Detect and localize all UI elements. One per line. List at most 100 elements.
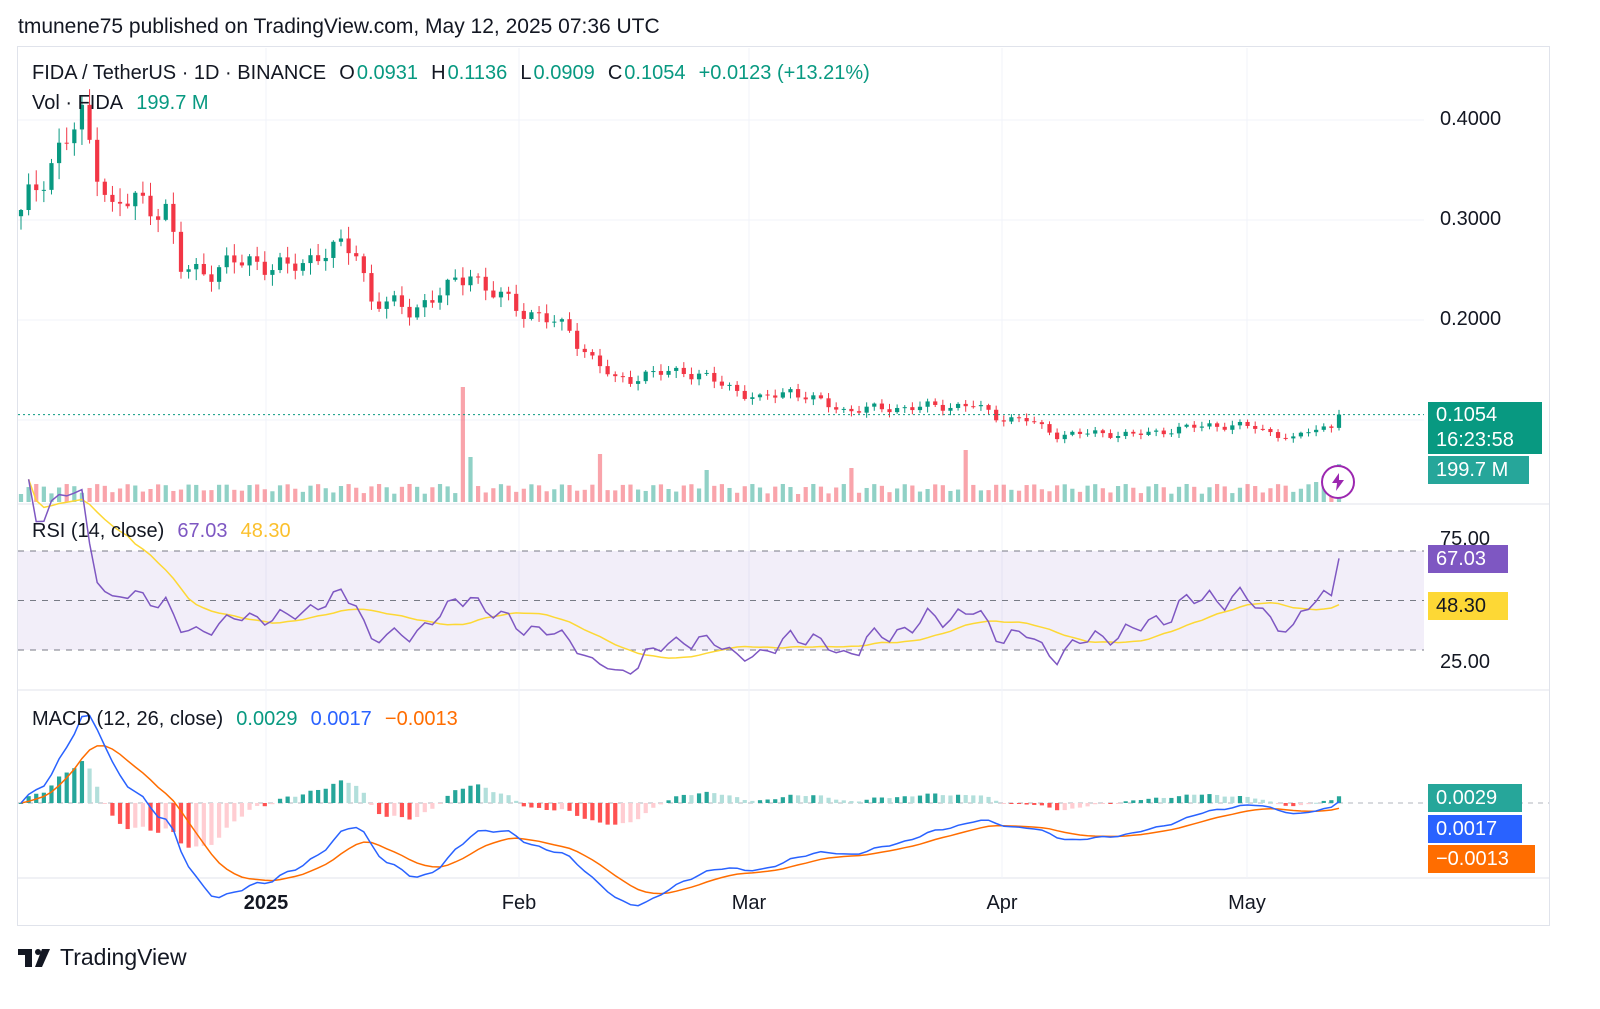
macd-histogram-bar (917, 795, 923, 803)
candle-body (887, 409, 892, 413)
macd-histogram-bar (1047, 803, 1052, 808)
publish-info: tmunene75 published on TradingView.com, … (18, 15, 660, 38)
macd-hist-value: 0.0029 (236, 708, 298, 730)
volume-bar (1176, 486, 1182, 502)
macd-histogram-bar (1314, 802, 1319, 804)
volume-bar (224, 484, 229, 502)
macd-histogram-bar (1184, 794, 1189, 803)
volume-bar (270, 491, 275, 502)
candle-body (422, 300, 427, 308)
macd-histogram-bar (1077, 803, 1083, 808)
candle-body (232, 255, 237, 263)
candle-body (719, 381, 725, 386)
macd-histogram-bar (1032, 803, 1037, 805)
volume-bar (445, 486, 450, 502)
volume-bar (1222, 486, 1227, 502)
lightning-icon[interactable] (1321, 465, 1355, 499)
volume-bar (18, 494, 24, 502)
candle-body (361, 256, 366, 274)
macd-histogram-bar (239, 803, 245, 817)
macd-histogram-bar (331, 783, 336, 803)
macd-histogram-bar (856, 801, 862, 803)
candle-body (521, 310, 526, 319)
volume-bar (575, 490, 580, 502)
macd-histogram-bar (49, 785, 54, 803)
macd-histogram-bar (1161, 797, 1166, 803)
candle-body (704, 372, 709, 374)
macd-histogram-bar (255, 803, 260, 806)
candle-body (1001, 420, 1006, 422)
last-price-tag: 0.1054 16:23:58 (1428, 402, 1542, 454)
macd-histogram-bar (1176, 796, 1182, 803)
macd-histogram-bar (133, 803, 138, 828)
volume-bar (1161, 487, 1166, 502)
candle-body (1077, 431, 1083, 434)
candle-body (986, 405, 991, 410)
candle-body (323, 257, 328, 262)
candle-body (18, 210, 24, 217)
macd-histogram-bar (544, 803, 549, 810)
volume-bar (498, 484, 504, 502)
candle-body (757, 394, 763, 398)
volume-bar (849, 468, 854, 502)
volume-bar (986, 490, 991, 502)
macd-histogram-bar (635, 803, 641, 820)
candle-body (628, 377, 633, 384)
candle-body (856, 411, 862, 413)
tradingview-footer[interactable]: TradingView (18, 944, 187, 971)
volume-bar (1237, 487, 1243, 502)
rsi-value: 67.03 (177, 520, 228, 542)
volume-bar (300, 491, 305, 502)
volume-bar (316, 484, 321, 502)
volume-bar (293, 488, 298, 502)
candle-body (948, 407, 953, 411)
macd-histogram-bar (712, 793, 717, 803)
volume-bar (102, 485, 107, 502)
macd-histogram-bar (780, 797, 785, 803)
volume-bar (826, 493, 831, 502)
candle-body (140, 192, 145, 196)
candle-body (1253, 425, 1258, 429)
candle-body (635, 381, 641, 384)
candle-body (277, 257, 283, 271)
volume-bar (1108, 492, 1113, 502)
change-value: +0.0123 (+13.21%) (698, 62, 870, 84)
price-tick-1: 0.4000 (1440, 108, 1502, 130)
macd-histogram-bar (978, 795, 984, 803)
candle-body (696, 373, 702, 380)
volume-bar (582, 489, 587, 502)
candle-body (811, 395, 816, 400)
candle-body (1207, 423, 1212, 427)
tradingview-logo-icon (18, 948, 50, 967)
macd-histogram-bar (125, 803, 130, 830)
candle-body (1024, 418, 1029, 422)
volume-bar (148, 488, 153, 502)
macd-histogram-bar (643, 803, 648, 814)
macd-histogram-bar (1070, 803, 1075, 809)
time-label-mar: Mar (731, 892, 767, 914)
candle-body (902, 407, 907, 409)
candle-body (1222, 426, 1227, 430)
candle-body (529, 312, 534, 319)
volume-bar (277, 485, 283, 502)
volume-bar (841, 484, 846, 502)
macd-histogram-bar (285, 796, 290, 803)
macd-histogram-bar (529, 803, 534, 808)
high-value: 0.1136 (447, 62, 508, 84)
candle-body (56, 142, 62, 164)
macd-histogram-bar (864, 799, 869, 803)
volume-bar (635, 489, 641, 502)
macd-histogram-bar (788, 794, 793, 803)
macd-histogram-bar (1093, 803, 1098, 805)
macd-histogram-bar (399, 803, 405, 818)
volume-bar (735, 492, 740, 502)
volume-bar (818, 486, 824, 502)
macd-histogram-bar (1055, 803, 1060, 811)
macd-histogram-bar (346, 782, 351, 803)
candle-body (300, 263, 305, 271)
macd-histogram-bar (826, 797, 831, 803)
candle-body (247, 256, 252, 266)
macd-histogram-bar (445, 795, 450, 803)
candle-body (1062, 434, 1067, 440)
